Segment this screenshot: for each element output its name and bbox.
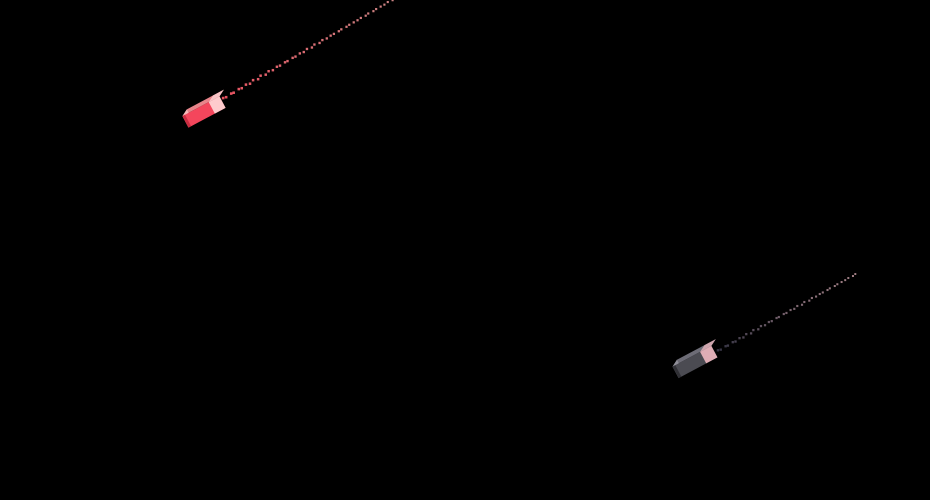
trail-dot	[731, 341, 734, 344]
trail-dot	[337, 30, 340, 33]
trail-dot	[356, 19, 359, 22]
trail-dot	[321, 38, 324, 42]
trail-dot	[367, 12, 370, 15]
gray-projectile[interactable]	[672, 339, 718, 379]
red-projectile[interactable]	[182, 89, 226, 128]
trail-dot	[803, 300, 806, 304]
trail-dot	[325, 37, 328, 40]
trail-dot	[777, 315, 780, 319]
trail-dot	[775, 316, 778, 320]
trail-dot	[248, 82, 252, 85]
projectile-cap-face	[208, 96, 226, 114]
trail-dot	[789, 308, 792, 312]
projectile-cap-face	[700, 345, 718, 364]
trail-dot	[359, 16, 362, 20]
trail-dot	[224, 95, 228, 99]
trail-dot	[726, 344, 730, 347]
trail-dot	[305, 47, 309, 51]
trail-dot	[749, 332, 753, 335]
trail-dot	[782, 312, 785, 316]
trail-dot	[752, 328, 755, 332]
trail-dot	[840, 281, 843, 284]
trail-dot	[313, 43, 316, 46]
trail-dot	[793, 307, 796, 310]
projectile-cap-top-face	[700, 339, 716, 352]
trail-dot	[229, 92, 233, 95]
trail-dot	[844, 279, 847, 282]
trail-dot	[742, 336, 745, 339]
trail-dot	[854, 273, 857, 276]
trail-dot	[294, 55, 297, 58]
trail-dot	[364, 14, 367, 17]
trail-dot	[759, 324, 763, 328]
trail-dot	[348, 23, 351, 26]
trail-dot	[836, 283, 839, 286]
trail-dot	[383, 3, 386, 6]
trail-dot	[391, 0, 394, 2]
trail-dot	[372, 10, 375, 13]
trail-dot	[345, 25, 348, 28]
trail-dot	[302, 50, 305, 54]
trail-dot	[808, 299, 811, 302]
projectile-tail-edge	[182, 114, 192, 128]
trail-dot	[329, 34, 332, 37]
trail-dot	[738, 336, 741, 340]
trail-dot	[340, 28, 343, 31]
trail-dot	[386, 0, 389, 4]
trail-dot	[221, 96, 225, 100]
trail-dot	[237, 87, 241, 91]
trail-dot	[318, 41, 321, 45]
trail-dot	[232, 91, 235, 94]
trail-dot	[828, 287, 831, 290]
trail-dot	[264, 73, 267, 76]
trail-dot	[271, 68, 275, 72]
trail-dot	[763, 324, 767, 327]
trail-dot	[267, 69, 270, 73]
trail-dot	[283, 61, 287, 64]
trail-dot	[375, 7, 378, 11]
trail-dot	[800, 303, 804, 306]
trail-dot	[770, 320, 773, 323]
trail-dot	[826, 288, 829, 292]
trail-dot	[851, 275, 854, 278]
trail-dot	[291, 56, 294, 60]
trail-dot	[833, 285, 836, 288]
trail-dot	[352, 21, 355, 24]
trail-dot	[278, 64, 282, 67]
trail-dot	[379, 5, 382, 8]
trail-dot	[847, 277, 850, 280]
trail-dot	[259, 74, 262, 77]
trail-dot	[821, 291, 824, 294]
trail-dot	[244, 83, 248, 86]
projectile-cap-top-face	[208, 89, 224, 103]
trail-dot	[719, 348, 722, 351]
trail-dot	[757, 328, 760, 331]
trail-dot	[724, 345, 727, 348]
trail-dot	[767, 320, 770, 324]
trail-dot	[815, 295, 818, 298]
trail-dot	[810, 296, 813, 300]
projectile-tail-edge	[672, 365, 682, 379]
trail-dot	[796, 304, 799, 308]
trail-dot	[734, 340, 737, 343]
red-trail	[217, 0, 394, 103]
trail-dot	[240, 86, 244, 90]
gray-trail	[712, 273, 857, 355]
trail-dot	[818, 292, 821, 296]
trail-dot	[310, 46, 314, 49]
trail-dot	[298, 52, 302, 55]
trail-dot	[785, 311, 788, 315]
trail-dot	[745, 332, 748, 336]
trail-dot	[716, 349, 720, 352]
trail-dot	[251, 78, 255, 82]
trail-dot	[275, 65, 279, 68]
trail-dot	[332, 32, 336, 36]
trail-dot	[256, 77, 260, 81]
trail-dot	[286, 59, 289, 63]
